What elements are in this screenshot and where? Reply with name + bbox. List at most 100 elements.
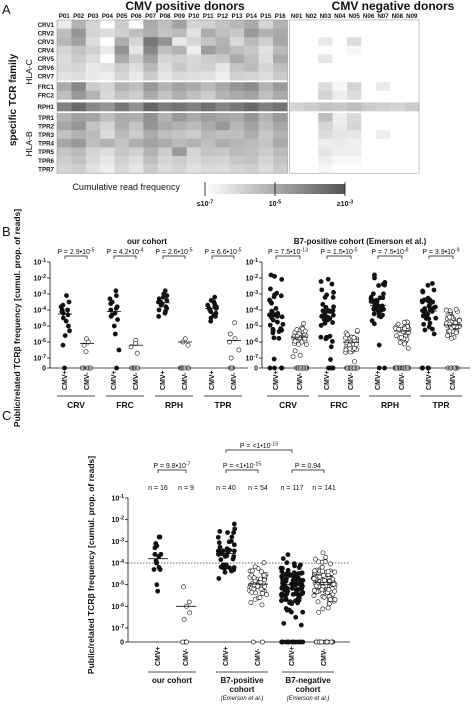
x-cat-cmv-pos: CMV+: [223, 646, 230, 666]
row-label-rph1: RPH1: [37, 104, 54, 111]
heat-cell: [289, 20, 305, 29]
y-tick-label: 10-7: [112, 624, 125, 633]
y-tick-label: 0: [42, 366, 46, 373]
heat-cell: [318, 130, 333, 140]
data-point: [283, 597, 288, 603]
heat-cell: [143, 63, 159, 72]
data-point: [111, 323, 117, 329]
data-point: [311, 593, 317, 599]
heat-cell: [303, 28, 319, 38]
data-point: [402, 326, 408, 332]
heat-cell: [71, 121, 87, 131]
heat-cell: [71, 45, 87, 55]
heat-cell: [273, 90, 288, 100]
x-cat-cmv-neg: CMV-: [450, 372, 457, 390]
heat-cell: [157, 45, 173, 55]
data-point: [259, 569, 264, 575]
data-point: [284, 607, 290, 613]
legend-tick-label: ≥10-3: [337, 200, 353, 209]
y-tick-label: 10-2: [34, 274, 47, 283]
heat-cell: [186, 82, 202, 92]
data-point: [281, 620, 287, 626]
x-cat-cmv-neg: CMV-: [231, 372, 238, 390]
heat-cell: [172, 54, 187, 64]
panel-label-a: A: [2, 2, 11, 17]
heat-cell: [332, 113, 348, 122]
data-point: [271, 356, 277, 362]
data-point: [271, 335, 277, 341]
heat-cell: [332, 37, 348, 47]
heat-cell: [143, 138, 159, 148]
heat-cell: [390, 156, 405, 165]
data-point: [376, 283, 382, 288]
data-point: [425, 282, 431, 288]
row-label-tpr6: TPR6: [38, 158, 54, 165]
data-point: [156, 554, 162, 559]
heat-cell: [85, 156, 101, 165]
data-point: [352, 359, 357, 364]
heat-cell: [229, 156, 245, 165]
data-point: [133, 341, 138, 346]
heat-cell: [57, 147, 72, 157]
heat-cell: [361, 71, 377, 81]
n-label-pos: n = 117: [280, 485, 303, 492]
data-point: [217, 529, 223, 534]
data-point: [222, 569, 228, 575]
data-point: [215, 534, 221, 540]
data-point: [353, 341, 359, 347]
heat-cell: [347, 138, 362, 148]
data-point: [381, 291, 386, 297]
heat-cell: [273, 138, 288, 148]
heat-cell: [85, 121, 101, 131]
heat-cell: [404, 63, 420, 72]
data-point: [261, 560, 267, 566]
heat-cell: [361, 147, 377, 157]
heat-cell: [258, 71, 274, 81]
data-point: [208, 318, 214, 324]
data-point: [318, 323, 324, 328]
heat-cell: [318, 54, 333, 64]
data-point: [229, 534, 235, 540]
heat-cell: [347, 121, 362, 131]
data-point: [329, 281, 335, 287]
data-point: [293, 580, 299, 586]
heat-cell: [361, 90, 377, 100]
heat-cell: [375, 82, 391, 92]
data-point: [397, 340, 403, 345]
heat-cell: [361, 156, 377, 165]
data-point: [284, 560, 290, 566]
y-tick-label: 10-5: [112, 581, 125, 590]
p-bracket-b7-crv: [275, 255, 301, 259]
heat-cell: [57, 156, 72, 165]
heat-cell: [85, 130, 101, 140]
data-point: [212, 294, 218, 300]
data-point: [252, 564, 258, 570]
group-label-b7-frc: FRC: [330, 400, 347, 410]
heat-cell: [100, 90, 115, 100]
heat-cell: [404, 54, 420, 64]
data-point: [251, 575, 257, 581]
data-point: [299, 339, 305, 345]
heat-cell: [404, 82, 420, 92]
p-bracket-tpr: [211, 255, 235, 259]
y-tick-label: 10-7: [34, 354, 47, 363]
heat-cell: [172, 147, 187, 157]
data-point: [250, 639, 256, 645]
data-point: [108, 301, 114, 306]
data-point: [108, 313, 114, 319]
heat-cell: [303, 20, 319, 29]
y-tick-label: 10-1: [246, 258, 259, 267]
data-point: [320, 606, 326, 612]
data-point: [401, 341, 407, 347]
data-point: [302, 328, 308, 334]
data-point: [158, 302, 164, 308]
donor-label-p02: P02: [73, 13, 85, 20]
donor-label-p13: P13: [231, 13, 243, 20]
panel-a-heatmap: CMV positive donors CMV negative donors …: [8, 0, 455, 208]
heat-cell: [100, 71, 115, 81]
heat-cell: [404, 28, 420, 38]
heat-cell: [390, 164, 405, 174]
n-label-neg: n = 9: [178, 485, 194, 492]
heat-cell: [303, 147, 319, 157]
heat-cell: [57, 121, 72, 131]
